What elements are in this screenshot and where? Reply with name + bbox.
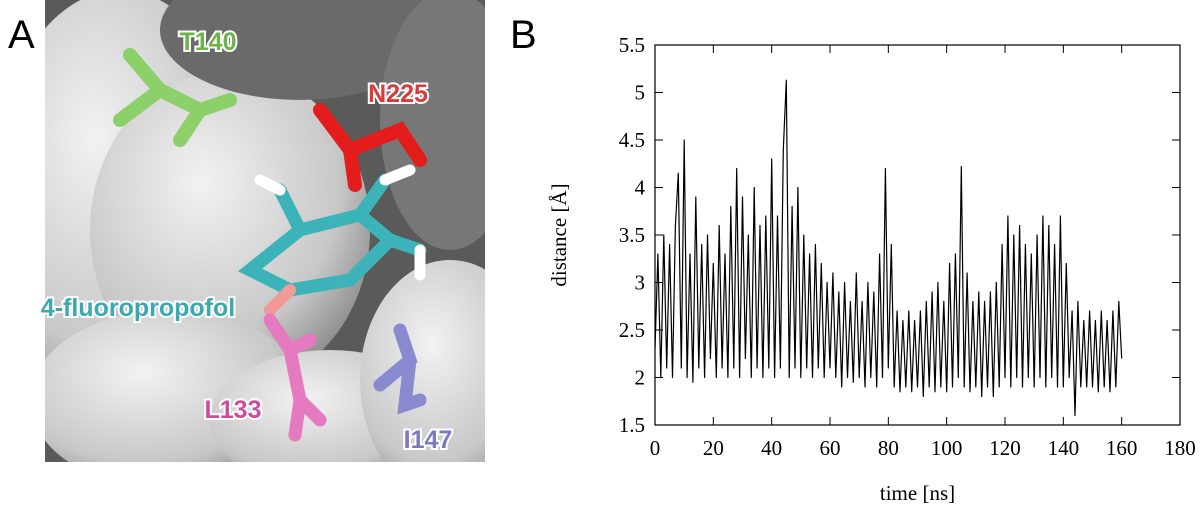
- panel-label: B: [510, 13, 537, 57]
- x-tick-label: 60: [820, 436, 841, 460]
- x-tick-label: 100: [931, 436, 963, 460]
- x-tick-label: 80: [878, 436, 899, 460]
- residue-label: N225: [368, 80, 428, 108]
- plot: 1.5 2 2.5 3 3.5 4 4.5 5 5.5 0 20 40 60 80 100 120 140 160…: [547, 33, 1196, 505]
- y-tick-label: 4: [635, 176, 646, 200]
- residue-labels: T140 N225 4-fluoropropofol L133 I147: [39, 26, 455, 456]
- panel-label: A: [8, 13, 35, 57]
- y-tick-label: 4.5: [619, 128, 645, 152]
- x-tick-label: 120: [989, 436, 1021, 460]
- x-tick-label: 140: [1048, 436, 1080, 460]
- y-tick-label: 3.5: [619, 223, 645, 247]
- residue-label: I147: [404, 426, 453, 454]
- y-tick-label: 5: [635, 81, 646, 105]
- y-tick-label: 5.5: [619, 33, 645, 57]
- x-tick-label: 20: [703, 436, 724, 460]
- y-tick-label: 2.5: [619, 318, 645, 342]
- data-line: [654, 79, 1123, 417]
- residue-label: L133: [205, 396, 262, 424]
- y-tick-label: 3: [635, 271, 646, 295]
- y-axis-label: distance [Å]: [547, 183, 571, 286]
- y-tick-label: 1.5: [619, 413, 645, 437]
- y-tick-label: 2: [635, 366, 646, 390]
- residue-label: T140: [180, 28, 237, 56]
- x-tick-label: 160: [1106, 436, 1138, 460]
- residue-label: 4-fluoropropofol: [41, 294, 235, 322]
- x-tick-label: 180: [1164, 436, 1196, 460]
- x-axis-label: time [ns]: [880, 481, 955, 505]
- x-tick-label: 0: [650, 436, 661, 460]
- plot-frame: [654, 44, 1181, 426]
- structure-image: [45, 0, 485, 462]
- x-tick-label: 40: [761, 436, 782, 460]
